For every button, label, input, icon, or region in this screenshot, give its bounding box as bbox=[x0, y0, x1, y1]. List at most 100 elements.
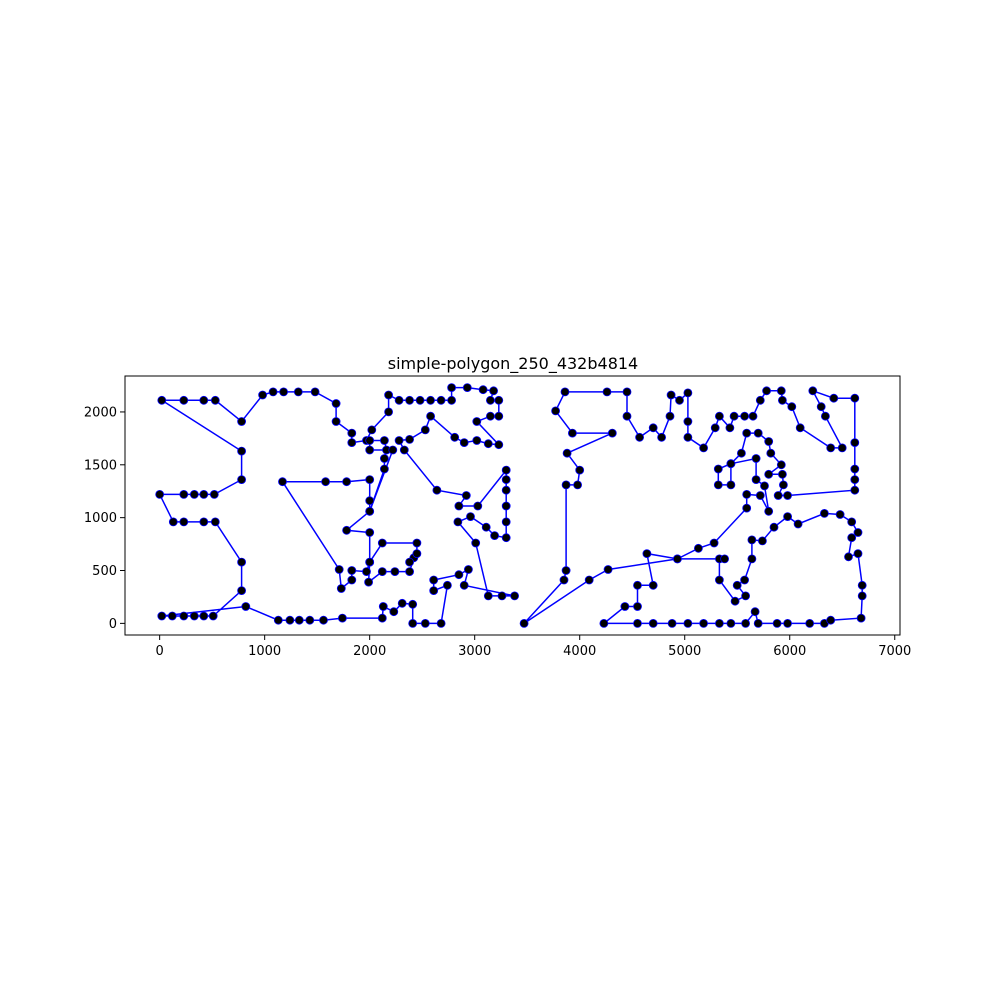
vertex-point bbox=[408, 619, 418, 628]
vertex-point bbox=[501, 533, 511, 543]
vertex-point bbox=[742, 428, 752, 438]
vertex-point bbox=[394, 395, 404, 405]
vertex-point bbox=[808, 386, 818, 396]
vertex-point bbox=[599, 619, 609, 628]
vertex-point bbox=[667, 619, 677, 628]
x-tick-label: 1000 bbox=[248, 644, 281, 659]
vertex-point bbox=[394, 436, 404, 445]
vertex-point bbox=[426, 411, 436, 421]
vertex-point bbox=[850, 393, 860, 403]
vertex-point bbox=[319, 615, 328, 625]
vertex-point bbox=[466, 512, 475, 521]
vertex-point bbox=[857, 580, 867, 590]
vertex-point bbox=[559, 575, 569, 585]
vertex-point bbox=[501, 501, 511, 511]
vertex-point bbox=[715, 411, 724, 421]
vertex-point bbox=[501, 485, 511, 495]
vertex-point bbox=[471, 538, 481, 548]
vertex-point bbox=[347, 438, 357, 448]
vertex-point bbox=[365, 557, 375, 567]
vertex-point bbox=[715, 619, 724, 628]
vertex-point bbox=[519, 619, 529, 628]
vertex-point bbox=[741, 591, 750, 601]
vertex-point bbox=[155, 489, 165, 499]
x-tick-label: 0 bbox=[156, 644, 164, 659]
vertex-point bbox=[447, 395, 457, 405]
vertex-point bbox=[699, 619, 708, 628]
vertex-point bbox=[713, 464, 723, 474]
vertex-point bbox=[365, 475, 375, 485]
vertex-point bbox=[826, 443, 836, 453]
vertex-point bbox=[751, 475, 761, 485]
vertex-point bbox=[489, 386, 499, 396]
vertex-point bbox=[742, 489, 752, 499]
vertex-point bbox=[426, 395, 436, 405]
vertex-point bbox=[389, 607, 399, 617]
vertex-point bbox=[365, 445, 375, 455]
vertex-point bbox=[412, 538, 422, 548]
vertex-point bbox=[755, 395, 765, 405]
vertex-point bbox=[331, 417, 341, 426]
vertex-point bbox=[747, 535, 757, 545]
vertex-point bbox=[501, 475, 511, 485]
vertex-point bbox=[648, 619, 658, 628]
vertex-point bbox=[462, 383, 472, 393]
vertex-point bbox=[560, 387, 570, 397]
y-tick-label: 1000 bbox=[84, 511, 117, 526]
vertex-point bbox=[575, 465, 585, 475]
vertex-point bbox=[648, 423, 658, 433]
vertex-point bbox=[726, 480, 736, 490]
vertex-point bbox=[241, 602, 251, 611]
vertex-point bbox=[209, 489, 219, 499]
vertex-point bbox=[379, 436, 389, 445]
vertex-point bbox=[397, 598, 407, 608]
vertex-point bbox=[584, 575, 594, 585]
vertex-point bbox=[210, 517, 220, 527]
vertex-point bbox=[189, 489, 199, 499]
vertex-point bbox=[189, 611, 199, 621]
y-tick-label: 2000 bbox=[84, 405, 117, 420]
vertex-point bbox=[732, 580, 742, 590]
vertex-point bbox=[769, 522, 779, 532]
vertex-point bbox=[760, 481, 769, 491]
vertex-point bbox=[710, 423, 720, 433]
vertex-point bbox=[473, 501, 483, 511]
vertex-point bbox=[787, 402, 797, 412]
vertex-point bbox=[293, 387, 303, 397]
vertex-point bbox=[483, 439, 493, 449]
vertex-point bbox=[237, 557, 247, 567]
vertex-point bbox=[364, 577, 374, 587]
vertex-point bbox=[783, 512, 792, 521]
vertex-point bbox=[365, 436, 375, 445]
vertex-point bbox=[850, 438, 860, 448]
vertex-point bbox=[365, 496, 375, 506]
vertex-point bbox=[377, 567, 387, 576]
vertex-point bbox=[853, 549, 863, 558]
x-tick-label: 3000 bbox=[458, 644, 491, 659]
vertex-point bbox=[850, 464, 860, 474]
vertex-point bbox=[635, 432, 644, 442]
vertex-point bbox=[157, 395, 167, 405]
vertex-point bbox=[342, 525, 352, 535]
vertex-point bbox=[167, 611, 177, 621]
vertex-point bbox=[331, 399, 341, 408]
vertex-point bbox=[405, 557, 415, 567]
vertex-point bbox=[737, 448, 746, 458]
y-tick-label: 0 bbox=[109, 617, 117, 632]
vertex-point bbox=[633, 602, 642, 611]
vertex-point bbox=[607, 428, 617, 438]
vertex-point bbox=[709, 538, 719, 548]
vertex-point bbox=[826, 615, 836, 625]
vertex-point bbox=[837, 443, 847, 453]
vertex-point bbox=[755, 491, 765, 500]
vertex-point bbox=[829, 393, 839, 403]
vertex-point bbox=[436, 395, 446, 405]
vertex-point bbox=[750, 607, 760, 617]
vertex-point bbox=[847, 533, 857, 543]
vertex-point bbox=[199, 489, 209, 499]
vertex-point bbox=[379, 454, 389, 463]
vertex-point bbox=[622, 411, 632, 421]
chart-title: simple-polygon_250_432b4814 bbox=[388, 354, 638, 374]
vertex-point bbox=[450, 432, 460, 442]
vertex-point bbox=[415, 395, 425, 405]
